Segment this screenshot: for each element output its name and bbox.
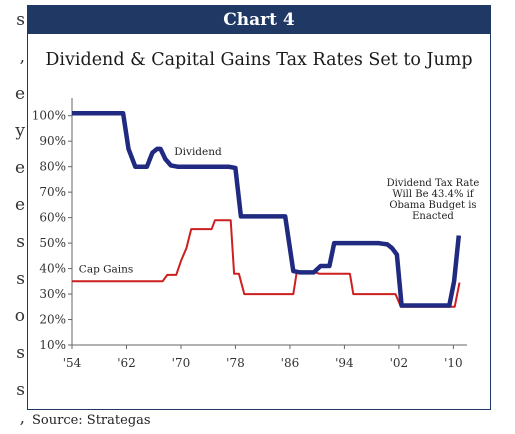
body-text-fragment: ,: [19, 408, 25, 428]
x-tick-label: '02: [390, 356, 409, 370]
body-text-fragment: e: [14, 158, 25, 178]
chart-title: Dividend & Capital Gains Tax Rates Set t…: [45, 50, 473, 70]
dividend-series-label: Dividend: [174, 146, 222, 158]
y-tick-label: 20%: [39, 313, 66, 327]
x-tick-label: '86: [281, 356, 300, 370]
body-text-fragment: e: [14, 195, 25, 215]
cap-gains-series-line: [72, 219, 461, 308]
y-tick-label: 60%: [39, 211, 66, 225]
chart-frame: Chart 4 Dividend & Capital Gains Tax Rat…: [27, 5, 491, 410]
body-text-fragment: s: [16, 269, 25, 289]
x-tick-label: '78: [226, 356, 245, 370]
source-note: Source: Strategas: [32, 413, 151, 428]
callout-text-line: Dividend Tax Rate: [387, 178, 480, 189]
cap-gains-series-label: Cap Gains: [79, 263, 134, 275]
body-text-fragment: ,: [19, 47, 25, 67]
y-tick-label: 100%: [32, 109, 66, 123]
body-text-fragment: y: [15, 121, 25, 141]
callout-text-line: Obama Budget is: [389, 200, 476, 211]
body-text-fragment: e: [14, 84, 25, 104]
y-tick-label: 10%: [39, 338, 66, 352]
body-text-fragment: s: [16, 380, 25, 400]
callout-text-line: Will Be 43.4% if: [392, 189, 474, 200]
y-tick-label: 50%: [39, 236, 66, 250]
chart-header: Chart 4: [28, 6, 490, 34]
y-tick-label: 80%: [39, 160, 66, 174]
y-tick-label: 70%: [39, 185, 66, 199]
callout-text-line: Enacted: [412, 211, 454, 222]
y-tick-label: 40%: [39, 262, 66, 276]
body-text-fragment: s: [16, 10, 25, 30]
x-tick-label: '54: [63, 356, 82, 370]
x-tick-label: '70: [172, 356, 191, 370]
body-text-fragment: o: [14, 306, 25, 326]
dividend-series-line: [72, 110, 462, 308]
line-chart: 10% 20% 30% 40% 50% 60% 70% 80% 90% 100% '54 '62 '70…: [32, 98, 480, 370]
y-tick-label: 30%: [39, 287, 66, 301]
y-tick-label: 90%: [39, 134, 66, 148]
body-text-fragment: s: [16, 232, 25, 252]
body-text-fragment: s: [16, 343, 25, 363]
x-tick-label: '94: [335, 356, 354, 370]
x-tick-label: '62: [117, 356, 136, 370]
x-tick-label: '10: [444, 356, 463, 370]
